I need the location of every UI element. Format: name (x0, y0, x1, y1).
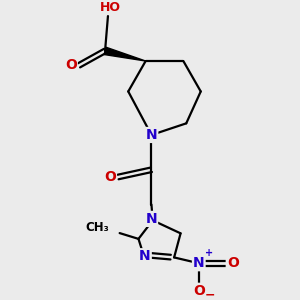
Text: O: O (65, 58, 77, 72)
Text: N: N (193, 256, 205, 270)
Text: −: − (205, 288, 215, 300)
Text: HO: HO (100, 1, 122, 14)
Text: O: O (227, 256, 239, 270)
Text: N: N (146, 212, 157, 226)
Text: +: + (205, 248, 213, 258)
Polygon shape (104, 47, 146, 61)
Text: CH₃: CH₃ (86, 221, 110, 234)
Text: O: O (104, 170, 116, 184)
Text: N: N (146, 128, 157, 142)
Text: N: N (139, 249, 151, 263)
Text: O: O (193, 284, 205, 298)
